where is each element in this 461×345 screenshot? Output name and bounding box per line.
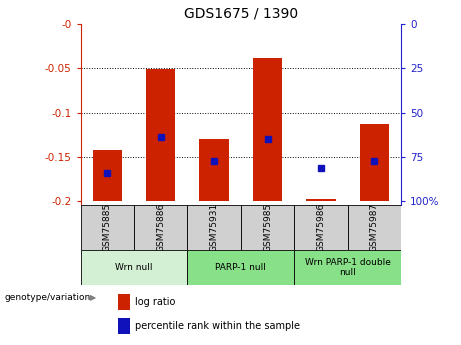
Bar xyxy=(200,139,229,201)
Text: GSM75985: GSM75985 xyxy=(263,203,272,252)
Text: percentile rank within the sample: percentile rank within the sample xyxy=(135,321,300,331)
Text: GSM75885: GSM75885 xyxy=(103,203,112,252)
Text: GSM75987: GSM75987 xyxy=(370,203,379,252)
Bar xyxy=(118,294,130,310)
Bar xyxy=(253,58,282,201)
Text: GSM75931: GSM75931 xyxy=(210,203,219,252)
Bar xyxy=(360,124,389,201)
FancyBboxPatch shape xyxy=(294,205,348,250)
Text: GSM75886: GSM75886 xyxy=(156,203,165,252)
Text: GSM75986: GSM75986 xyxy=(316,203,325,252)
Bar xyxy=(146,69,176,201)
Bar xyxy=(118,318,130,334)
FancyBboxPatch shape xyxy=(81,205,134,250)
FancyBboxPatch shape xyxy=(348,205,401,250)
Text: Wrn PARP-1 double
null: Wrn PARP-1 double null xyxy=(305,258,390,277)
Text: Wrn null: Wrn null xyxy=(115,263,153,272)
FancyBboxPatch shape xyxy=(188,205,241,250)
Text: genotype/variation: genotype/variation xyxy=(5,293,91,303)
FancyBboxPatch shape xyxy=(294,250,401,285)
Bar xyxy=(93,150,122,201)
FancyBboxPatch shape xyxy=(241,205,294,250)
Title: GDS1675 / 1390: GDS1675 / 1390 xyxy=(184,6,298,20)
FancyBboxPatch shape xyxy=(188,250,294,285)
Text: PARP-1 null: PARP-1 null xyxy=(215,263,266,272)
Text: log ratio: log ratio xyxy=(135,297,176,307)
Bar xyxy=(306,199,336,201)
FancyBboxPatch shape xyxy=(81,250,188,285)
FancyBboxPatch shape xyxy=(134,205,188,250)
